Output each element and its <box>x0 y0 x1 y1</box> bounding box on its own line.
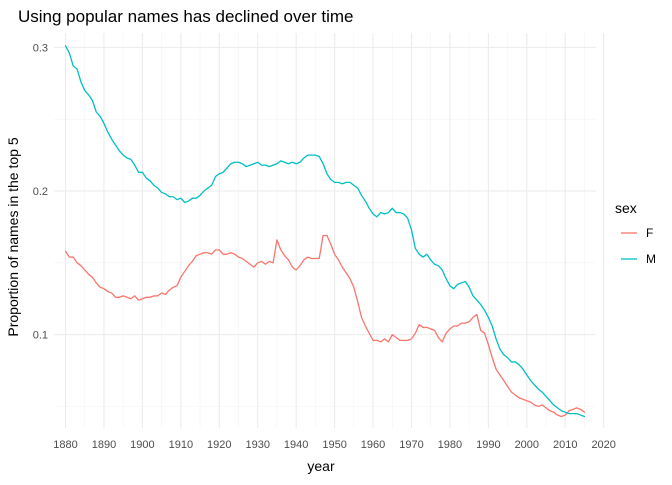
legend-label-m: M <box>646 252 656 266</box>
x-tick-label: 1950 <box>322 439 346 451</box>
grid <box>54 33 605 428</box>
y-tick-label: 0.3 <box>33 42 48 54</box>
x-axis-title: year <box>307 458 335 474</box>
axes: 1880 1890 1900 1910 1920 1930 1940 1950 1960 1970… <box>33 42 616 451</box>
legend-title: sex <box>615 200 637 216</box>
x-tick-label: 2020 <box>591 439 615 451</box>
x-tick-label: 2010 <box>553 439 577 451</box>
x-tick-label: 1880 <box>53 439 77 451</box>
x-tick-label: 1930 <box>245 439 269 451</box>
x-tick-label: 1980 <box>438 439 462 451</box>
x-tick-label: 1920 <box>207 439 231 451</box>
chart-title: Using popular names has declined over ti… <box>18 7 353 26</box>
x-tick-label: 1960 <box>361 439 385 451</box>
legend: sex FM <box>615 200 656 266</box>
legend-items: FM <box>621 226 656 266</box>
series-line-f <box>64 234 586 418</box>
x-tick-label: 2000 <box>515 439 539 451</box>
x-tick-label: 1910 <box>169 439 193 451</box>
series-line-m <box>64 45 586 418</box>
legend-label-f: F <box>646 226 653 240</box>
y-tick-label: 0.1 <box>33 330 48 342</box>
y-axis-title: Proportion of names in the top 5 <box>5 137 21 336</box>
x-tick-label: 1890 <box>92 439 116 451</box>
x-tick-label: 1990 <box>476 439 500 451</box>
x-tick-label: 1900 <box>130 439 154 451</box>
series-lines <box>64 45 586 418</box>
x-tick-label: 1970 <box>399 439 423 451</box>
x-tick-label: 1940 <box>284 439 308 451</box>
y-tick-label: 0.2 <box>33 186 48 198</box>
